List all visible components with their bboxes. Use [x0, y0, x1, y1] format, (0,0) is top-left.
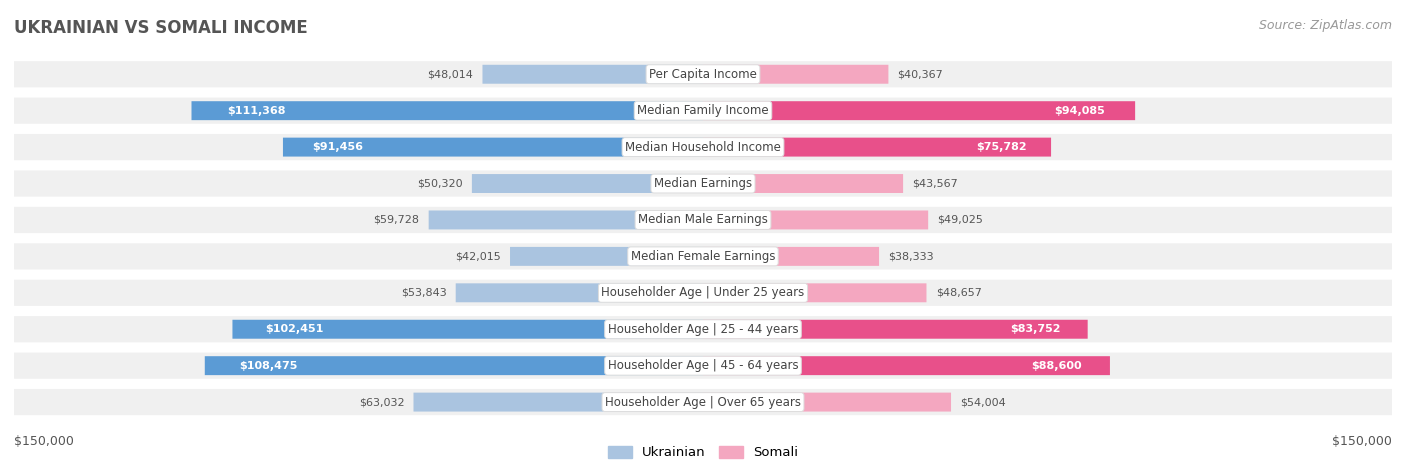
FancyBboxPatch shape — [456, 283, 703, 302]
Text: $40,367: $40,367 — [897, 69, 943, 79]
Text: $150,000: $150,000 — [14, 435, 75, 448]
Text: $88,600: $88,600 — [1031, 361, 1081, 371]
Text: $102,451: $102,451 — [266, 324, 323, 334]
FancyBboxPatch shape — [703, 320, 1088, 339]
FancyBboxPatch shape — [703, 356, 1109, 375]
Text: $43,567: $43,567 — [912, 178, 957, 189]
FancyBboxPatch shape — [482, 65, 703, 84]
Text: Householder Age | Over 65 years: Householder Age | Over 65 years — [605, 396, 801, 409]
FancyBboxPatch shape — [14, 134, 1392, 160]
Text: $48,014: $48,014 — [427, 69, 474, 79]
FancyBboxPatch shape — [191, 101, 703, 120]
Text: $38,333: $38,333 — [889, 251, 934, 262]
FancyBboxPatch shape — [14, 170, 1392, 197]
FancyBboxPatch shape — [14, 353, 1392, 379]
FancyBboxPatch shape — [413, 393, 703, 411]
Text: $91,456: $91,456 — [312, 142, 363, 152]
Text: Median Earnings: Median Earnings — [654, 177, 752, 190]
FancyBboxPatch shape — [14, 243, 1392, 269]
Text: $48,657: $48,657 — [935, 288, 981, 298]
Text: $94,085: $94,085 — [1054, 106, 1105, 116]
FancyBboxPatch shape — [14, 207, 1392, 233]
Text: Median Household Income: Median Household Income — [626, 141, 780, 154]
Text: Median Male Earnings: Median Male Earnings — [638, 213, 768, 226]
Text: $150,000: $150,000 — [1331, 435, 1392, 448]
FancyBboxPatch shape — [205, 356, 703, 375]
Text: $59,728: $59,728 — [374, 215, 419, 225]
Text: $63,032: $63,032 — [359, 397, 405, 407]
Text: Median Female Earnings: Median Female Earnings — [631, 250, 775, 263]
FancyBboxPatch shape — [283, 138, 703, 156]
FancyBboxPatch shape — [703, 247, 879, 266]
FancyBboxPatch shape — [703, 65, 889, 84]
FancyBboxPatch shape — [510, 247, 703, 266]
FancyBboxPatch shape — [703, 138, 1052, 156]
Text: $75,782: $75,782 — [976, 142, 1026, 152]
Text: Median Family Income: Median Family Income — [637, 104, 769, 117]
FancyBboxPatch shape — [14, 280, 1392, 306]
FancyBboxPatch shape — [232, 320, 703, 339]
Text: Householder Age | 25 - 44 years: Householder Age | 25 - 44 years — [607, 323, 799, 336]
Text: $49,025: $49,025 — [938, 215, 983, 225]
Text: Per Capita Income: Per Capita Income — [650, 68, 756, 81]
Text: $54,004: $54,004 — [960, 397, 1005, 407]
Text: $111,368: $111,368 — [228, 106, 285, 116]
FancyBboxPatch shape — [703, 393, 950, 411]
FancyBboxPatch shape — [703, 101, 1135, 120]
Text: $42,015: $42,015 — [456, 251, 501, 262]
FancyBboxPatch shape — [703, 211, 928, 229]
FancyBboxPatch shape — [429, 211, 703, 229]
FancyBboxPatch shape — [472, 174, 703, 193]
FancyBboxPatch shape — [14, 98, 1392, 124]
Text: Source: ZipAtlas.com: Source: ZipAtlas.com — [1258, 19, 1392, 32]
Text: $53,843: $53,843 — [401, 288, 447, 298]
FancyBboxPatch shape — [703, 283, 927, 302]
FancyBboxPatch shape — [14, 316, 1392, 342]
Text: Householder Age | 45 - 64 years: Householder Age | 45 - 64 years — [607, 359, 799, 372]
Text: Householder Age | Under 25 years: Householder Age | Under 25 years — [602, 286, 804, 299]
Text: $83,752: $83,752 — [1011, 324, 1060, 334]
FancyBboxPatch shape — [14, 389, 1392, 415]
Text: $108,475: $108,475 — [239, 361, 298, 371]
Text: $50,320: $50,320 — [418, 178, 463, 189]
FancyBboxPatch shape — [14, 61, 1392, 87]
Text: UKRAINIAN VS SOMALI INCOME: UKRAINIAN VS SOMALI INCOME — [14, 19, 308, 37]
Legend: Ukrainian, Somali: Ukrainian, Somali — [603, 441, 803, 465]
FancyBboxPatch shape — [703, 174, 903, 193]
